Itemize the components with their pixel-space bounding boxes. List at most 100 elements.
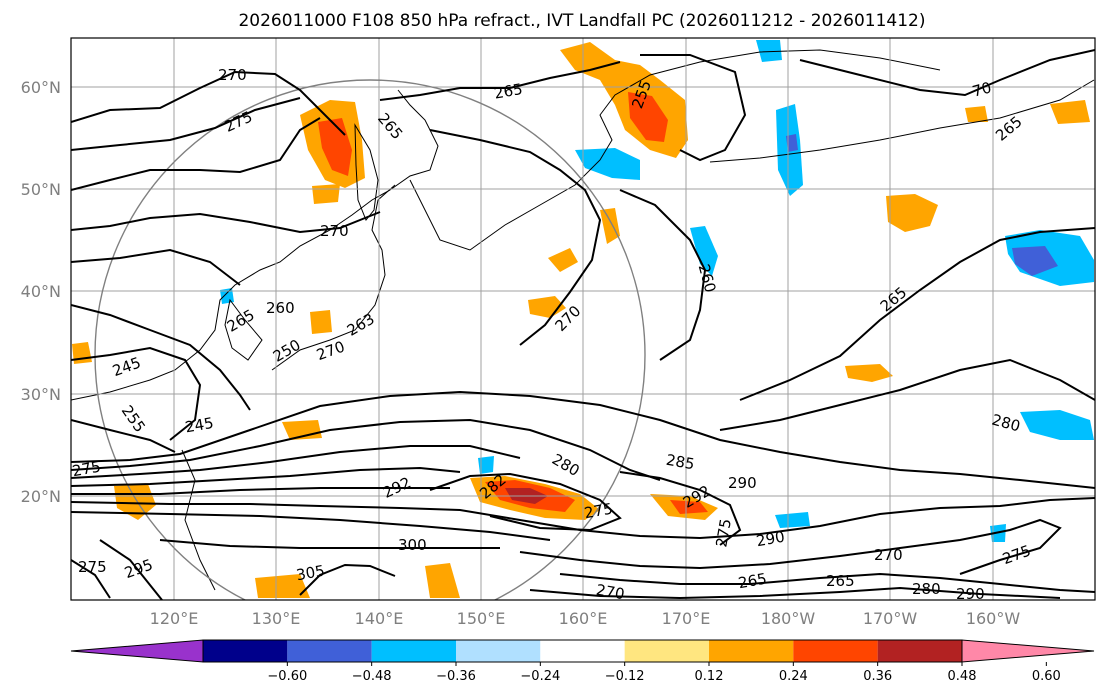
contour-label: 245 xyxy=(184,414,215,437)
contour-line xyxy=(719,358,1095,431)
longitude-labels: 120°E 130°E 140°E 150°E 160°E 170°E 180°… xyxy=(150,609,1021,628)
lon-label: 120°E xyxy=(150,609,199,628)
contour-line xyxy=(799,49,1095,97)
contour-label: 285 xyxy=(665,451,696,474)
contour-line xyxy=(71,346,202,441)
contour-label: 290 xyxy=(755,528,786,551)
contour-line xyxy=(71,445,521,479)
contour-label: 290 xyxy=(728,474,757,492)
contour-line xyxy=(71,418,661,481)
shade-patch xyxy=(1020,410,1094,440)
shade-patch xyxy=(600,208,620,244)
contour-label: 275 xyxy=(78,558,107,576)
contour-line xyxy=(559,572,1095,593)
colorbar-segment xyxy=(877,640,962,662)
colorbar-tick-label: 0.24 xyxy=(779,669,808,684)
contour-line xyxy=(619,471,742,546)
contour-label: 265 xyxy=(737,570,768,593)
lon-label: 140°E xyxy=(355,609,404,628)
contour-line xyxy=(71,487,450,495)
shade-patch xyxy=(255,574,310,598)
shade-patch xyxy=(575,148,640,180)
shade-patch xyxy=(628,92,668,142)
asia-coastline xyxy=(71,89,439,401)
lat-label: 30°N xyxy=(21,385,61,404)
shade-patch xyxy=(690,226,718,276)
latitude-labels: 60°N 50°N 40°N 30°N 20°N xyxy=(21,78,61,506)
contour-line xyxy=(429,129,602,346)
shade-patch xyxy=(1012,246,1058,276)
region-circle xyxy=(94,79,646,600)
contour-line xyxy=(529,586,1061,600)
colorbar-frame xyxy=(202,639,963,663)
shade-patch xyxy=(965,106,988,122)
contour-label: 265 xyxy=(493,80,524,103)
contour-label: 270 xyxy=(874,546,903,564)
contour-line xyxy=(379,61,621,101)
contour-label: 280 xyxy=(912,580,941,598)
contour-line xyxy=(299,563,396,596)
contour-line xyxy=(71,559,111,599)
lon-label: 160°E xyxy=(559,609,608,628)
contour-line xyxy=(71,390,1095,489)
colorbar-extend-min xyxy=(70,639,204,663)
contour-line xyxy=(159,539,500,549)
contour-line xyxy=(71,304,251,411)
shade-patch xyxy=(775,512,810,528)
shade-patch xyxy=(786,134,798,152)
contour-line xyxy=(71,70,346,136)
shade-patch xyxy=(1050,100,1090,124)
colorbar-tick-label: −0.48 xyxy=(352,669,392,684)
contour-label: 290 xyxy=(956,585,985,603)
contour-line xyxy=(71,466,461,487)
contour-line xyxy=(429,472,622,532)
shade-patch xyxy=(478,456,494,474)
contour-label: 270 xyxy=(595,581,626,604)
shade-patch xyxy=(670,500,708,514)
contour-label: 260 xyxy=(266,299,295,317)
contour-line xyxy=(71,117,321,191)
kamchatka-coastline xyxy=(409,49,941,251)
shade-patch xyxy=(548,248,578,272)
contour-line xyxy=(99,539,163,600)
lat-label: 40°N xyxy=(21,282,61,301)
lon-label: 170°E xyxy=(662,609,711,628)
colorbar-segment xyxy=(287,640,372,662)
contour-line xyxy=(71,97,301,151)
korea-coastline xyxy=(224,298,263,361)
colorbar-segment xyxy=(371,640,456,662)
colorbar-tick-label: 0.12 xyxy=(695,669,724,684)
colorbar-tick-label: 0.48 xyxy=(948,669,977,684)
shade-patch xyxy=(528,296,566,318)
contour-line xyxy=(619,189,707,361)
lat-label: 50°N xyxy=(21,180,61,199)
colorbar-segment xyxy=(203,640,288,662)
colorbar-segment xyxy=(456,640,541,662)
contour-label: 300 xyxy=(398,536,427,554)
colorbar-segment xyxy=(709,640,794,662)
contour-label: 265 xyxy=(826,572,855,590)
shade-patch xyxy=(310,310,332,334)
contour-line xyxy=(71,419,176,453)
lat-label: 60°N xyxy=(21,78,61,97)
colorbar-tick-label: 0.36 xyxy=(863,669,892,684)
contour-line xyxy=(71,248,241,286)
colorbar-tick-label: −0.24 xyxy=(520,669,560,684)
lat-label: 20°N xyxy=(21,487,61,506)
colorbar-tick-label: −0.60 xyxy=(267,669,307,684)
shade-patch xyxy=(312,184,340,204)
shade-patch xyxy=(425,563,460,598)
contour-label: 305 xyxy=(295,562,326,585)
contour-label: 275 xyxy=(712,517,735,548)
contour-line xyxy=(739,227,1095,401)
lon-label: 130°E xyxy=(252,609,301,628)
contour-line xyxy=(640,54,747,162)
contour-label: 70 xyxy=(970,78,993,100)
contour-label: 275 xyxy=(583,500,614,523)
lon-label: 160°W xyxy=(966,609,1021,628)
colorbar-segment xyxy=(793,640,878,662)
lon-label: 180°W xyxy=(761,609,816,628)
lon-label: 170°W xyxy=(863,609,918,628)
contour-label: 275 xyxy=(71,458,102,481)
